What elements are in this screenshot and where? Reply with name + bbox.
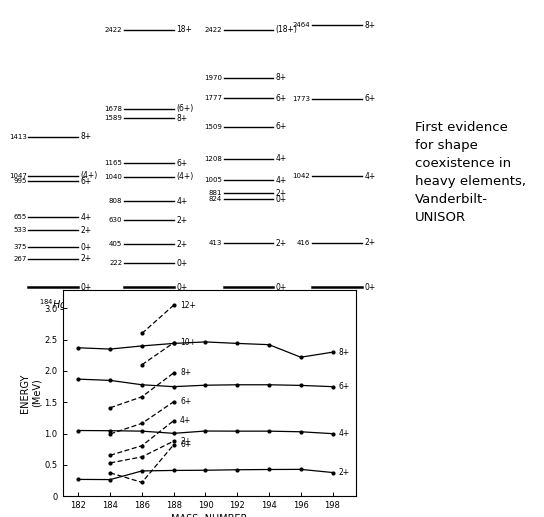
Text: 2+: 2+ xyxy=(364,238,375,247)
X-axis label: MASS  NUMBER: MASS NUMBER xyxy=(171,514,248,517)
Text: 1040: 1040 xyxy=(104,174,122,179)
Text: 0+: 0+ xyxy=(81,242,92,252)
Text: 267: 267 xyxy=(13,256,27,262)
Text: 6+: 6+ xyxy=(180,397,191,406)
Text: 1509: 1509 xyxy=(204,124,222,130)
Text: 8+: 8+ xyxy=(180,369,191,377)
Text: 6+: 6+ xyxy=(81,177,92,186)
Text: 1208: 1208 xyxy=(204,156,222,162)
Text: 222: 222 xyxy=(109,261,122,266)
Text: 6+: 6+ xyxy=(176,159,188,168)
Text: 0+: 0+ xyxy=(176,283,188,292)
Text: 416: 416 xyxy=(297,240,311,246)
Text: 808: 808 xyxy=(109,198,122,204)
Text: 1970: 1970 xyxy=(204,74,222,81)
Text: 1042: 1042 xyxy=(293,173,311,179)
Text: 0+: 0+ xyxy=(276,283,287,292)
Text: 8+: 8+ xyxy=(81,132,91,141)
Text: (18+): (18+) xyxy=(276,25,298,34)
Text: 1777: 1777 xyxy=(204,95,222,101)
Text: 2+: 2+ xyxy=(81,226,91,235)
Text: 8+: 8+ xyxy=(276,73,287,82)
Text: 2422: 2422 xyxy=(204,26,222,33)
Text: 6+: 6+ xyxy=(339,382,350,391)
Text: 1165: 1165 xyxy=(104,160,122,166)
Text: 1678: 1678 xyxy=(104,105,122,112)
Text: 2+: 2+ xyxy=(339,468,350,477)
Text: 533: 533 xyxy=(13,227,27,233)
Text: 1413: 1413 xyxy=(9,134,27,140)
Text: $^{188}$Hg: $^{188}$Hg xyxy=(234,297,263,313)
Text: 405: 405 xyxy=(109,241,122,247)
Text: 2+: 2+ xyxy=(176,239,188,249)
Text: 4+: 4+ xyxy=(276,176,287,185)
Text: 2+: 2+ xyxy=(276,239,287,248)
Text: 18+: 18+ xyxy=(176,25,192,34)
Text: 375: 375 xyxy=(13,244,27,250)
Text: 4+: 4+ xyxy=(276,154,287,163)
Text: 630: 630 xyxy=(109,217,122,223)
Text: 0+: 0+ xyxy=(364,283,375,292)
Text: 6+: 6+ xyxy=(276,94,287,103)
Text: $^{190}$Hg: $^{190}$Hg xyxy=(323,297,351,313)
Text: 413: 413 xyxy=(208,240,222,246)
Text: (4+): (4+) xyxy=(81,171,98,180)
Text: 4+: 4+ xyxy=(339,429,350,438)
Text: (6+): (6+) xyxy=(176,104,194,113)
Text: 0+: 0+ xyxy=(81,283,92,292)
Text: 2422: 2422 xyxy=(105,26,122,33)
Text: 6+: 6+ xyxy=(276,122,287,131)
Text: 4+: 4+ xyxy=(364,172,375,181)
Text: (4+): (4+) xyxy=(176,172,194,181)
Text: 881: 881 xyxy=(208,190,222,196)
Text: 1589: 1589 xyxy=(104,115,122,121)
Text: 1005: 1005 xyxy=(204,177,222,183)
Text: 655: 655 xyxy=(14,215,27,220)
Text: 1047: 1047 xyxy=(9,173,27,179)
Text: 8+: 8+ xyxy=(339,348,350,357)
Text: 6+: 6+ xyxy=(364,94,375,103)
Text: 0+: 0+ xyxy=(180,440,191,449)
Text: 4+: 4+ xyxy=(180,416,191,425)
Text: 4+: 4+ xyxy=(176,196,188,206)
Text: First evidence
for shape
coexistence in
heavy elements,
Vanderbilt-
UNISOR: First evidence for shape coexistence in … xyxy=(415,121,526,224)
Text: 12+: 12+ xyxy=(180,301,196,310)
Text: 2464: 2464 xyxy=(293,22,311,28)
Text: 0+: 0+ xyxy=(176,259,188,268)
Text: 4+: 4+ xyxy=(81,213,92,222)
Text: $^{184}$Hg: $^{184}$Hg xyxy=(39,297,67,313)
Text: 8+: 8+ xyxy=(364,21,375,29)
Text: 995: 995 xyxy=(13,178,27,184)
Text: 2+: 2+ xyxy=(176,216,188,224)
Text: 2+: 2+ xyxy=(180,437,191,446)
Text: 2+: 2+ xyxy=(276,189,287,198)
Text: 0+: 0+ xyxy=(276,195,287,204)
Text: 2+: 2+ xyxy=(81,254,91,263)
Text: $^{186}$Hg: $^{186}$Hg xyxy=(135,297,163,313)
Y-axis label: ENERGY
(MeV): ENERGY (MeV) xyxy=(20,373,42,413)
Text: 8+: 8+ xyxy=(176,114,188,123)
Text: 1773: 1773 xyxy=(293,96,311,101)
Text: 10+: 10+ xyxy=(180,338,196,347)
Text: 824: 824 xyxy=(208,196,222,203)
